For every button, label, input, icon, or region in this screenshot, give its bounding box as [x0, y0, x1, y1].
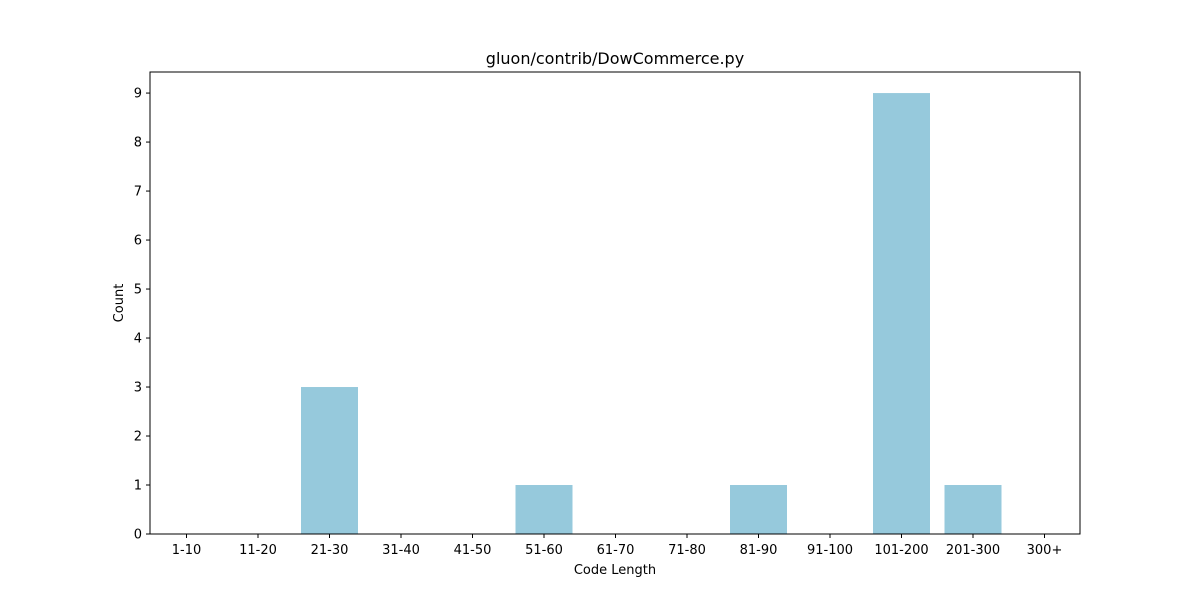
- bar-201-300: [944, 485, 1002, 534]
- bar-21-30: [301, 387, 358, 534]
- x-tick-label: 81-90: [740, 543, 778, 558]
- y-tick-label: 1: [134, 479, 142, 494]
- bar-81-90: [730, 485, 787, 534]
- y-tick-label: 2: [134, 430, 142, 445]
- x-tick-label: 91-100: [807, 543, 853, 558]
- chart-title: gluon/contrib/DowCommerce.py: [486, 49, 744, 68]
- bar-101-200: [873, 93, 930, 535]
- y-tick-label: 6: [134, 234, 142, 249]
- x-tick-label: 201-300: [946, 543, 1000, 558]
- x-tick-label: 31-40: [382, 543, 420, 558]
- x-axis: 1-10 11-20 21-30 31-40 41-50 51-60 61-70 71-80 8…: [172, 534, 1063, 558]
- plot-frame: [149, 71, 1081, 535]
- x-tick-label: 1-10: [172, 543, 202, 558]
- x-axis-label: Code Length: [574, 563, 656, 578]
- y-tick-label: 9: [134, 87, 142, 102]
- x-tick-label: 21-30: [311, 543, 349, 558]
- y-tick-label: 4: [134, 332, 142, 347]
- x-tick-label: 11-20: [239, 543, 277, 558]
- y-axis-label: Count: [112, 284, 127, 323]
- y-axis: 0 1 2 3 4 5 6 7 8 9: [134, 87, 150, 543]
- x-tick-label: 300+: [1027, 543, 1063, 558]
- x-tick-label: 41-50: [454, 543, 492, 558]
- y-tick-label: 0: [134, 528, 142, 543]
- x-tick-label: 61-70: [597, 543, 635, 558]
- bar-51-60: [515, 485, 573, 534]
- y-tick-label: 3: [134, 381, 142, 396]
- y-tick-label: 8: [134, 136, 142, 151]
- x-tick-label: 101-200: [874, 543, 928, 558]
- y-tick-label: 7: [134, 185, 142, 200]
- bars-group: [301, 93, 1002, 535]
- x-tick-label: 71-80: [668, 543, 706, 558]
- x-tick-label: 51-60: [525, 543, 563, 558]
- y-tick-label: 5: [134, 283, 142, 298]
